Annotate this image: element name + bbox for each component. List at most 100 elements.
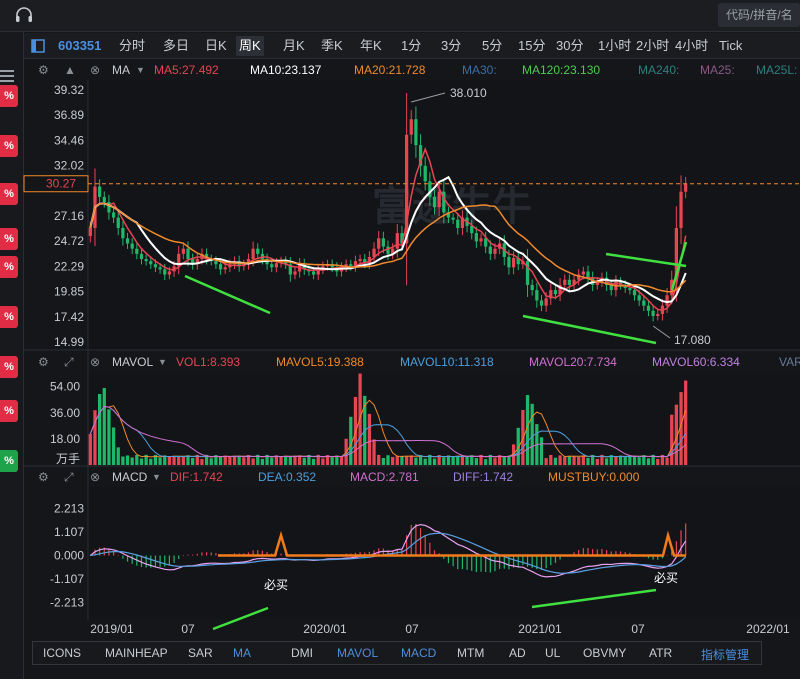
- settings-icon[interactable]: ⚙: [38, 470, 49, 484]
- period-tab[interactable]: 1小时: [598, 38, 632, 53]
- stock-code[interactable]: 603351: [58, 38, 102, 53]
- watchlist-change-badge[interactable]: %: [0, 135, 18, 157]
- indicator-tab[interactable]: MTM: [457, 646, 485, 660]
- buy-signal-label: 必买: [264, 578, 288, 592]
- indicator-tab[interactable]: AD: [509, 646, 526, 660]
- volume-bar: [609, 455, 613, 465]
- macd-histogram-bar: [257, 550, 259, 556]
- period-tab[interactable]: 15分: [518, 38, 546, 53]
- macd-histogram-bar: [322, 555, 324, 556]
- close-icon[interactable]: ⊗: [90, 470, 101, 484]
- chevron-down-icon[interactable]: ▼: [152, 472, 161, 482]
- candle-body: [609, 284, 613, 291]
- macd-histogram-bar: [289, 555, 291, 556]
- watchlist-change-badge[interactable]: %: [0, 400, 18, 422]
- volume-bar: [530, 403, 534, 465]
- macd-histogram-bar: [433, 550, 436, 556]
- chevron-down-icon[interactable]: ▼: [158, 357, 167, 367]
- indicator-tab[interactable]: MAINHEAP: [105, 646, 168, 660]
- indicator-tab[interactable]: MACD: [401, 646, 437, 660]
- period-tab[interactable]: 4小时: [675, 38, 709, 53]
- candle-body: [423, 165, 427, 182]
- expand-icon[interactable]: ⤢: [64, 470, 74, 484]
- settings-icon[interactable]: ⚙: [38, 63, 49, 77]
- watchlist-change-badge[interactable]: %: [0, 183, 18, 205]
- close-icon[interactable]: ⊗: [90, 63, 101, 77]
- volume-bar: [498, 455, 502, 465]
- volume-bar: [502, 457, 506, 465]
- volume-bar: [367, 413, 372, 465]
- indicator-name[interactable]: MA: [112, 63, 130, 77]
- current-price-label: 30.27: [46, 177, 76, 191]
- indicator-tab[interactable]: 指标管理: [701, 648, 750, 662]
- period-tab[interactable]: 日K: [205, 38, 227, 53]
- period-tab[interactable]: 5分: [482, 38, 503, 53]
- indicator-tab[interactable]: MA: [233, 646, 251, 660]
- macd-histogram-bar: [103, 547, 105, 556]
- legend-item: MAVOL10:11.318: [400, 355, 494, 369]
- x-tick-label: 07: [405, 622, 419, 636]
- macd-histogram-bar: [280, 553, 282, 556]
- indicator-tab[interactable]: MAVOL: [337, 646, 379, 660]
- period-tab[interactable]: 季K: [321, 38, 343, 53]
- macd-histogram-bar: [610, 551, 612, 556]
- period-tab[interactable]: 1分: [401, 38, 422, 53]
- period-bar: 603351 分时 多日 日K 周K 月K 季K 年K 1分 3分 5分 15分 30分 1小时 2小时 4…: [24, 33, 800, 59]
- watchlist-change-badge[interactable]: %: [0, 228, 18, 250]
- candle-body: [544, 298, 548, 306]
- candle-body: [242, 264, 246, 267]
- watchlist-change-badge[interactable]: %: [0, 450, 18, 472]
- macd-histogram-bar: [340, 554, 343, 556]
- collapse-icon[interactable]: ▲: [64, 63, 76, 77]
- headset-icon[interactable]: [14, 6, 34, 26]
- period-tab[interactable]: 30分: [556, 38, 584, 53]
- volume-bar: [325, 455, 330, 465]
- indicator-tab[interactable]: OBVMY: [583, 646, 627, 660]
- watchlist-change-badge[interactable]: %: [0, 85, 18, 107]
- volume-bar: [563, 456, 567, 465]
- search-input[interactable]: 代码/拼音/名: [718, 3, 800, 27]
- expand-icon[interactable]: ⤢: [64, 355, 74, 369]
- volume-ma-line: [89, 399, 687, 458]
- macd-histogram-bar: [526, 555, 529, 567]
- period-tab[interactable]: 2小时: [636, 38, 670, 53]
- period-tab[interactable]: 3分: [441, 38, 462, 53]
- watchlist-change-badge[interactable]: %: [0, 306, 18, 328]
- menu-icon[interactable]: [0, 70, 14, 82]
- macd-histogram-bar: [122, 555, 124, 559]
- volume-bar: [637, 457, 641, 465]
- low-annotation: 17.080: [674, 333, 711, 347]
- volume-bar: [149, 458, 153, 465]
- macd-histogram-bar: [364, 552, 366, 556]
- buy-signal-label: 必买: [654, 571, 678, 585]
- indicator-tab[interactable]: ICONS: [43, 646, 82, 660]
- settings-icon[interactable]: ⚙: [38, 355, 49, 369]
- panel-toggle-icon[interactable]: [31, 39, 45, 53]
- volume-bar: [577, 456, 581, 465]
- volume-bar: [111, 427, 116, 465]
- period-tab[interactable]: 周K: [236, 36, 264, 56]
- period-tab[interactable]: 月K: [283, 38, 305, 53]
- period-tab[interactable]: 多日: [163, 38, 190, 53]
- indicator-name[interactable]: MACD: [112, 470, 148, 484]
- candle-body: [218, 264, 223, 270]
- indicator-tab[interactable]: ATR: [649, 646, 673, 660]
- indicator-tab[interactable]: SAR: [188, 646, 213, 660]
- indicator-name[interactable]: MAVOL: [112, 355, 154, 369]
- period-tab[interactable]: 年K: [360, 38, 382, 53]
- macd-histogram-bar: [173, 555, 175, 563]
- period-tab[interactable]: 分时: [119, 38, 146, 53]
- watermark: 富途牛牛: [372, 184, 532, 229]
- close-icon[interactable]: ⊗: [90, 355, 101, 369]
- chevron-down-icon[interactable]: ▼: [136, 65, 145, 75]
- indicator-tab[interactable]: UL: [545, 646, 561, 660]
- watchlist-change-badge[interactable]: %: [0, 356, 18, 378]
- indicator-tab[interactable]: DMI: [291, 646, 313, 660]
- macd-histogram-bar: [243, 553, 245, 556]
- candle-body: [623, 284, 627, 289]
- period-tab[interactable]: Tick: [719, 38, 743, 53]
- ma-line: [89, 202, 687, 293]
- watchlist-change-badge[interactable]: %: [0, 256, 18, 278]
- volume-bar: [358, 373, 362, 465]
